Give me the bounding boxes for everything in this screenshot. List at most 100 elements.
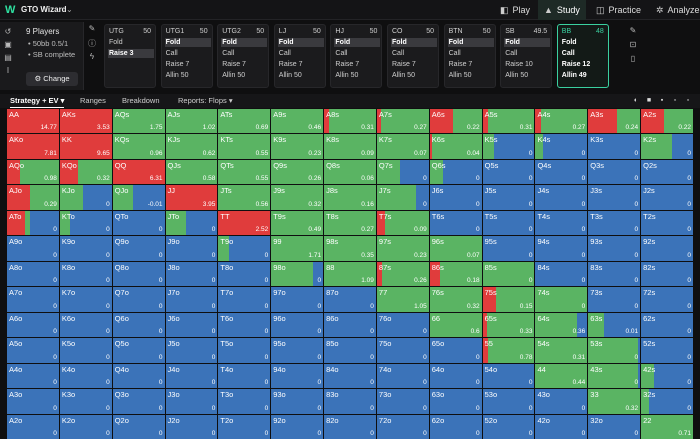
hand-cell[interactable]: A9s 0.46 bbox=[271, 109, 324, 134]
hand-cell[interactable]: 54s 0.31 bbox=[535, 338, 588, 363]
hand-cell[interactable]: 73s 0 bbox=[588, 287, 641, 312]
hand-cell[interactable]: 55 0.78 bbox=[482, 338, 535, 363]
hand-cell[interactable]: Q2o 0 bbox=[112, 414, 165, 439]
hand-cell[interactable]: T3o 0 bbox=[218, 389, 271, 414]
position-action[interactable]: Allin 50 bbox=[222, 72, 246, 79]
pencil-icon[interactable]: ✎ bbox=[629, 26, 637, 35]
hand-cell[interactable]: Q7s 0 bbox=[376, 159, 429, 185]
hand-cell[interactable]: 98o 0 bbox=[271, 261, 324, 287]
hand-cell[interactable]: 62o 0 bbox=[429, 414, 482, 439]
hand-cell[interactable]: K2s 0 bbox=[641, 134, 693, 159]
hand-cell[interactable]: 76s 0.32 bbox=[429, 287, 482, 312]
hand-cell[interactable]: 32o 0 bbox=[588, 414, 641, 439]
hand-cell[interactable]: A7s 0.27 bbox=[376, 109, 429, 134]
hand-cell[interactable]: 94o 0 bbox=[271, 363, 324, 389]
hand-cell[interactable]: T4o 0 bbox=[218, 363, 271, 389]
hand-cell[interactable]: 52s 0 bbox=[641, 338, 693, 363]
hand-cell[interactable]: J4s 0 bbox=[535, 185, 588, 210]
hand-cell[interactable]: 54o 0 bbox=[482, 363, 535, 389]
hand-cell[interactable]: JTs 0.56 bbox=[218, 185, 271, 210]
hand-cell[interactable]: J7o 0 bbox=[165, 287, 218, 312]
hand-cell[interactable]: T2s 0 bbox=[641, 210, 693, 236]
hand-cell[interactable]: 97o 0 bbox=[271, 287, 324, 312]
hand-cell[interactable]: AJs 1.02 bbox=[165, 109, 218, 134]
hand-cell[interactable]: 77 1.05 bbox=[376, 287, 429, 312]
position-action[interactable]: Call bbox=[505, 50, 518, 57]
position-action[interactable]: Fold bbox=[164, 38, 211, 47]
hand-cell[interactable]: 53o 0 bbox=[482, 389, 535, 414]
hand-cell[interactable]: 65o 0 bbox=[429, 338, 482, 363]
hand-cell[interactable]: 92o 0 bbox=[271, 414, 324, 439]
tab-breakdown[interactable]: Breakdown bbox=[122, 96, 160, 105]
hand-cell[interactable]: A5s 0.31 bbox=[482, 109, 535, 134]
position-action[interactable]: Raise 7 bbox=[448, 61, 473, 68]
hand-cell[interactable]: 33 0.32 bbox=[588, 389, 641, 414]
position-action[interactable]: Call bbox=[392, 50, 405, 57]
hand-cell[interactable]: AKs 3.53 bbox=[59, 109, 112, 134]
hand-cell[interactable]: A9o 0 bbox=[7, 236, 59, 261]
hand-cell[interactable]: T3s 0 bbox=[588, 210, 641, 236]
hand-cell[interactable]: 75s 0.15 bbox=[482, 287, 535, 312]
hand-cell[interactable]: K3o 0 bbox=[59, 389, 112, 414]
hand-cell[interactable]: T9s 0.49 bbox=[271, 210, 324, 236]
hand-cell[interactable]: 43o 0 bbox=[535, 389, 588, 414]
hand-cell[interactable]: Q5o 0 bbox=[112, 338, 165, 363]
hand-cell[interactable]: 85o 0 bbox=[324, 338, 376, 363]
hand-cell[interactable]: 42o 0 bbox=[535, 414, 588, 439]
hand-cell[interactable]: A6o 0 bbox=[7, 312, 59, 338]
position-action[interactable]: Fold bbox=[109, 39, 123, 46]
position-card-3[interactable]: LJ 50 Fold Call Raise 7 Allin 50 bbox=[273, 24, 326, 88]
hand-cell[interactable]: A3s 0.24 bbox=[588, 109, 641, 134]
hand-cell[interactable]: A8s 0.31 bbox=[324, 109, 376, 134]
hand-cell[interactable]: K9o 0 bbox=[59, 236, 112, 261]
hand-cell[interactable]: 87s 0.26 bbox=[376, 261, 429, 287]
change-button[interactable]: ⚙ Change bbox=[26, 72, 78, 86]
split-view-icon[interactable]: ▪ bbox=[660, 97, 664, 104]
hand-cell[interactable]: 84s 0 bbox=[535, 261, 588, 287]
hand-cell[interactable]: J2o 0 bbox=[165, 414, 218, 439]
hand-cell[interactable]: 95o 0 bbox=[271, 338, 324, 363]
hand-cell[interactable]: T2o 0 bbox=[218, 414, 271, 439]
hand-cell[interactable]: Q4o 0 bbox=[112, 363, 165, 389]
hand-cell[interactable]: 52o 0 bbox=[482, 414, 535, 439]
position-action[interactable]: Allin 50 bbox=[165, 72, 189, 79]
position-action[interactable]: Raise 7 bbox=[222, 61, 246, 68]
tab-reports[interactable]: Reports: Flops ▾ bbox=[178, 96, 233, 105]
hand-cell[interactable]: T7s 0.09 bbox=[376, 210, 429, 236]
position-card-2[interactable]: UTG2 50 Fold Call Raise 7 Allin 50 bbox=[217, 24, 270, 88]
hand-cell[interactable]: JJ 3.95 bbox=[165, 185, 218, 210]
position-action[interactable]: Allin 50 bbox=[335, 72, 359, 79]
hand-cell[interactable]: 87o 0 bbox=[324, 287, 376, 312]
hand-cell[interactable]: 96o 0 bbox=[271, 312, 324, 338]
hand-cell[interactable]: 62s 0 bbox=[641, 312, 693, 338]
hand-cell[interactable]: Q3o 0 bbox=[112, 389, 165, 414]
hand-cell[interactable]: AQs 1.75 bbox=[112, 109, 165, 134]
hand-cell[interactable]: 43s 0 bbox=[588, 363, 641, 389]
hand-cell[interactable]: J6o 0 bbox=[165, 312, 218, 338]
hand-cell[interactable]: 64s 0.36 bbox=[535, 312, 588, 338]
position-card-7[interactable]: SB 49.5 Fold Call Raise 10 Allin 50 bbox=[500, 24, 553, 88]
hand-cell[interactable]: A8o 0 bbox=[7, 261, 59, 287]
hand-cell[interactable]: K4s 0 bbox=[535, 134, 588, 159]
nav-play[interactable]: ◧ Play bbox=[494, 0, 536, 20]
hand-cell[interactable]: TT 2.52 bbox=[218, 210, 271, 236]
grid-view-icon[interactable]: ■ bbox=[646, 97, 652, 104]
hand-cell[interactable]: J9s 0.32 bbox=[271, 185, 324, 210]
info-icon[interactable]: ⓘ bbox=[88, 39, 96, 48]
hand-cell[interactable]: J5o 0 bbox=[165, 338, 218, 363]
hand-cell[interactable]: Q8s 0.06 bbox=[324, 159, 376, 185]
position-card-1[interactable]: UTG1 50 Fold Call Raise 7 Allin 50 bbox=[160, 24, 213, 88]
hand-cell[interactable]: QQ 6.31 bbox=[112, 159, 165, 185]
hand-cell[interactable]: J6s 0 bbox=[429, 185, 482, 210]
hand-cell[interactable]: K8o 0 bbox=[59, 261, 112, 287]
hand-cell[interactable]: 64o 0 bbox=[429, 363, 482, 389]
hand-cell[interactable]: A4o 0 bbox=[7, 363, 59, 389]
hand-cell[interactable]: 93o 0 bbox=[271, 389, 324, 414]
hand-cell[interactable]: 98s 0.35 bbox=[324, 236, 376, 261]
hand-cell[interactable]: A6s 0.22 bbox=[429, 109, 482, 134]
hand-cell[interactable]: AKo 7.81 bbox=[7, 134, 59, 159]
list-view-icon[interactable]: ▫ bbox=[673, 97, 677, 104]
bolt-icon[interactable]: ϟ bbox=[89, 52, 95, 61]
hand-cell[interactable]: T8s 0.27 bbox=[324, 210, 376, 236]
hand-cell[interactable]: Q4s 0 bbox=[535, 159, 588, 185]
